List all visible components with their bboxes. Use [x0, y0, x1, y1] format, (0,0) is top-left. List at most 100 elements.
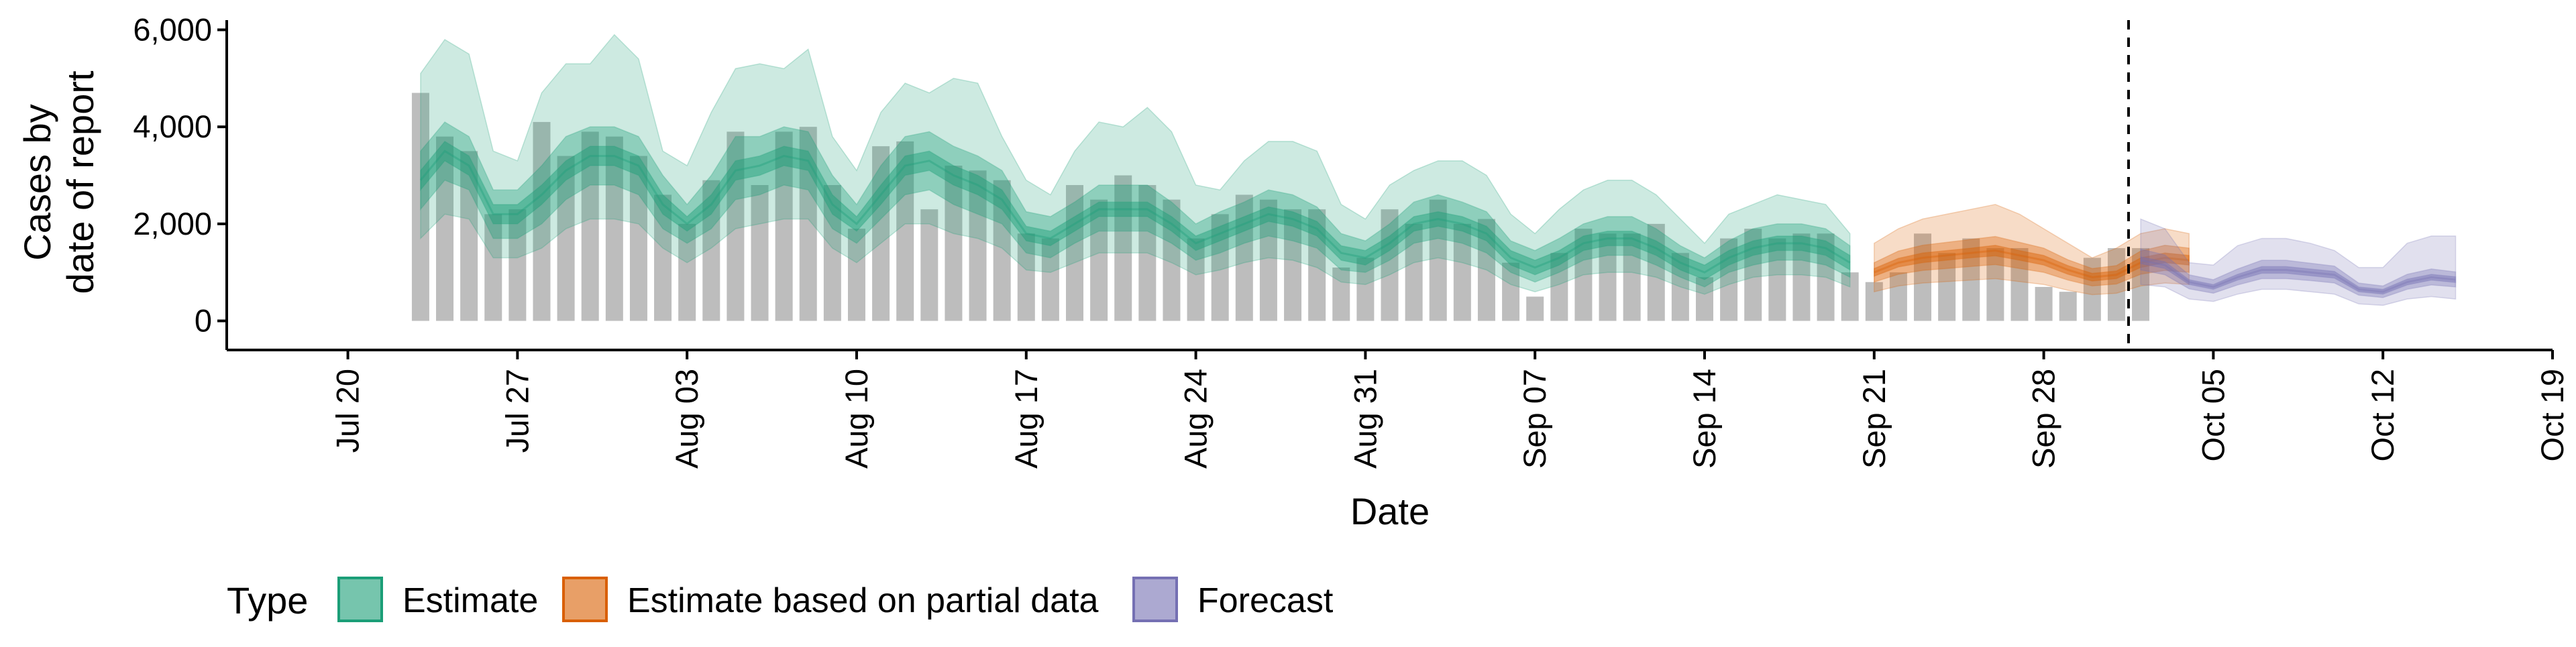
x-tick-label: Sep 28 — [2026, 369, 2061, 469]
bar — [1623, 233, 1641, 321]
bar — [411, 93, 429, 321]
x-tick-label: Aug 17 — [1008, 369, 1044, 469]
bar — [993, 180, 1011, 321]
series-1-band-0 — [1874, 244, 2190, 282]
bar — [1090, 199, 1108, 321]
series-1-band-1 — [1874, 235, 2190, 287]
bar — [1284, 209, 1302, 321]
bar — [2132, 248, 2150, 321]
bar — [1114, 175, 1132, 321]
bar — [1332, 268, 1350, 321]
y-axis-title-line: Cases by — [16, 104, 58, 260]
bar — [605, 136, 623, 321]
x-tick-label: Aug 24 — [1178, 369, 1214, 469]
bar — [2059, 292, 2077, 321]
bar — [508, 209, 527, 321]
bar — [969, 170, 987, 321]
bar — [1671, 253, 1689, 321]
x-tick-label: Oct 19 — [2534, 369, 2570, 461]
legend-key-1 — [562, 577, 608, 622]
bar — [1792, 233, 1811, 321]
bar — [460, 151, 478, 321]
x-tick-label: Oct 12 — [2365, 369, 2400, 461]
y-tick-label: 4,000 — [133, 109, 212, 144]
bar — [1381, 209, 1399, 321]
bar — [872, 146, 890, 321]
y-tick-label: 6,000 — [133, 11, 212, 47]
bar — [1041, 238, 1059, 321]
bar — [945, 166, 963, 321]
bar — [654, 194, 672, 321]
bar — [1163, 199, 1181, 321]
legend-label-2: Forecast — [1197, 581, 1334, 620]
bar — [2107, 248, 2125, 321]
bar — [1768, 238, 1786, 321]
bar — [1259, 199, 1277, 321]
bar — [1574, 229, 1593, 321]
legend-label-0: Estimate — [402, 581, 538, 620]
series-2-band-1 — [2140, 248, 2457, 298]
bar — [2083, 257, 2101, 321]
bar — [847, 229, 865, 321]
x-tick-label: Sep 21 — [1856, 369, 1892, 469]
series-1-band-2 — [1874, 204, 2190, 296]
bar — [1744, 229, 1762, 321]
bar — [2035, 286, 2053, 321]
series-2-band-2 — [2140, 218, 2457, 306]
bar — [1017, 233, 1035, 321]
y-axis-title-line: date of report — [59, 70, 101, 294]
bar — [2010, 248, 2029, 321]
bar — [1865, 282, 1883, 321]
bar — [920, 209, 938, 321]
bar — [1429, 199, 1447, 321]
bar — [1526, 296, 1544, 321]
bar — [823, 185, 841, 321]
x-tick-label: Aug 10 — [839, 369, 874, 469]
y-tick-label: 0 — [195, 303, 212, 339]
bar — [1647, 223, 1665, 321]
y-tick-label: 2,000 — [133, 206, 212, 241]
legend: Type Estimate Estimate based on partial da… — [227, 577, 1334, 622]
x-tick-label: Jul 20 — [330, 369, 366, 453]
series-0-band-2 — [420, 34, 1851, 295]
bar — [1502, 262, 1520, 321]
bar — [1138, 185, 1157, 321]
bar — [484, 214, 502, 321]
series-0-median-line — [419, 150, 1851, 274]
legend-key-0 — [337, 577, 383, 622]
bar — [727, 131, 745, 321]
bar — [1817, 233, 1835, 321]
x-tick-label: Jul 27 — [499, 369, 535, 453]
bar — [533, 121, 551, 321]
bar — [702, 180, 720, 321]
bar — [1720, 238, 1738, 321]
bar — [1405, 223, 1423, 321]
x-tick-label: Oct 05 — [2195, 369, 2231, 461]
bar — [751, 185, 769, 321]
bar — [557, 156, 575, 321]
bar — [436, 136, 454, 321]
bar — [896, 141, 914, 321]
bar — [581, 131, 599, 321]
series-0-band-0 — [420, 140, 1851, 280]
bar — [1187, 238, 1205, 321]
series-2-group — [2140, 218, 2457, 306]
bar — [1453, 223, 1471, 321]
y-axis-title: Cases bydate of report — [16, 70, 101, 294]
bar — [1938, 253, 1956, 321]
bar — [1356, 257, 1375, 321]
x-tick-label: Aug 03 — [669, 369, 704, 469]
bar — [678, 223, 696, 321]
x-axis-title: Date — [1350, 490, 1430, 532]
series-0-group — [419, 34, 1851, 295]
bar — [1986, 248, 2004, 321]
bars-group — [411, 93, 2150, 321]
x-tick-label: Aug 31 — [1347, 369, 1383, 469]
bar — [1235, 194, 1253, 321]
bar — [1962, 238, 1980, 321]
bar — [1477, 219, 1495, 321]
bar — [1889, 272, 1907, 321]
bar — [1308, 209, 1326, 321]
